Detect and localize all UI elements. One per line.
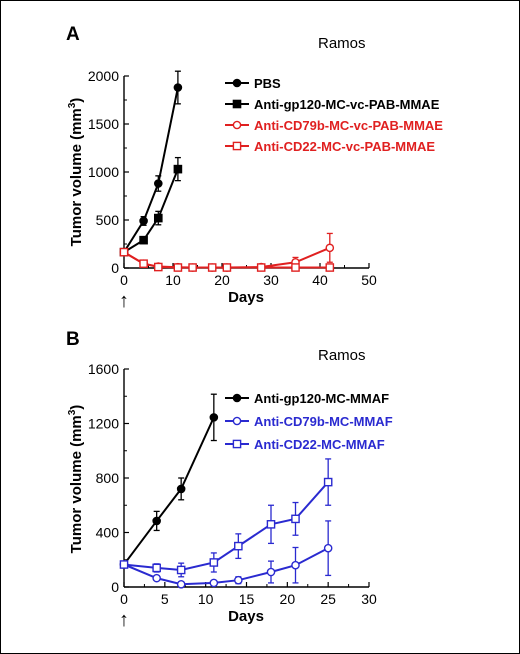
panel-a-x-tick-label: 10 bbox=[165, 272, 181, 288]
panel-a-y-tick-label: 0 bbox=[111, 260, 119, 276]
panel-b-plot: 0 5 10 15 20 25 30 0 400 800 1200 1600 bbox=[88, 361, 377, 607]
data-point-anti-gp120-mc-vc-pab-mmae bbox=[153, 213, 163, 223]
panel-b-x-tick-label: 25 bbox=[320, 591, 336, 607]
panel-a: A Ramos Days Tumor volume (mm3) ↑ 0 10 20 3… bbox=[66, 24, 443, 312]
panel-b-y-tick-label: 800 bbox=[96, 470, 120, 486]
legend-marker-anti-gp120-mc-vc-pab-mmae bbox=[232, 99, 242, 109]
legend-label-anti-cd22-mc-mmaf: Anti-CD22-MC-MMAF bbox=[254, 437, 385, 452]
data-point-anti-cd22-mc-mmaf bbox=[119, 560, 129, 569]
panel-a-y-tick-label: 2000 bbox=[88, 68, 119, 84]
data-point-anti-cd79b-mc-mmaf bbox=[323, 543, 333, 553]
series-line-anti-cd22-mc-vc-pab-mmae bbox=[123, 251, 330, 269]
panel-b-y-tick-label: 0 bbox=[111, 579, 119, 595]
panel-b-dosing-arrow: ↑ bbox=[119, 609, 129, 631]
panel-a-x-tick-label: 20 bbox=[214, 272, 230, 288]
series-line-anti-gp120-mc-vc-pab-mmae bbox=[123, 168, 179, 254]
data-point-anti-cd22-mc-vc-pab-mmae bbox=[256, 263, 266, 272]
data-point-pbs bbox=[153, 179, 163, 188]
panel-a-x-tick-label: 40 bbox=[312, 272, 328, 288]
legend-label-anti-cd22-mc-vc-pab-mmae: Anti-CD22-MC-vc-PAB-MMAE bbox=[254, 139, 435, 154]
panel-a-y-tick-label: 500 bbox=[96, 212, 120, 228]
panel-b-x-tick-label: 30 bbox=[361, 591, 377, 607]
panel-b-y-tick-label: 1200 bbox=[88, 416, 119, 432]
data-point-anti-cd22-mc-vc-pab-mmae bbox=[325, 263, 335, 272]
panel-a-title: Ramos bbox=[318, 35, 366, 52]
legend-label-anti-cd79b-mc-mmaf: Anti-CD79b-MC-MMAF bbox=[254, 414, 393, 429]
data-point-anti-cd79b-mc-mmaf bbox=[152, 573, 161, 583]
data-point-anti-cd22-mc-mmaf bbox=[291, 514, 300, 524]
panel-a-legend: PBS Anti-gp120-MC-vc-PAB-MMAE Anti-CD79b-M… bbox=[225, 76, 443, 154]
data-point-anti-gp120-mc-mmaf bbox=[176, 484, 186, 494]
data-point-anti-cd22-mc-vc-pab-mmae bbox=[153, 262, 163, 272]
panel-b-x-tick-label: 0 bbox=[120, 591, 128, 607]
legend-label-anti-cd79b-mc-vc-pab-mmae: Anti-CD79b-MC-vc-PAB-MMAE bbox=[254, 118, 443, 133]
data-point-anti-cd22-mc-mmaf bbox=[209, 558, 219, 567]
legend-label-anti-gp120-mc-vc-pab-mmae: Anti-gp120-MC-vc-PAB-MMAE bbox=[254, 97, 440, 112]
legend-marker-anti-cd79b-mc-vc-pab-mmae bbox=[232, 120, 242, 130]
data-point-anti-cd22-mc-vc-pab-mmae bbox=[139, 259, 148, 268]
series-line-anti-cd22-mc-mmaf bbox=[123, 481, 329, 571]
data-point-anti-cd79b-mc-mmaf bbox=[234, 575, 243, 585]
legend-marker-anti-cd79b-mc-mmaf bbox=[232, 416, 242, 426]
data-point-anti-gp120-mc-vc-pab-mmae bbox=[173, 164, 183, 174]
data-point-anti-cd22-mc-vc-pab-mmae bbox=[222, 263, 232, 272]
panel-b-letter: B bbox=[66, 329, 80, 350]
panel-b-y-tick-label: 1600 bbox=[88, 361, 119, 377]
legend-marker-anti-cd22-mc-vc-pab-mmae bbox=[232, 141, 242, 151]
data-point-anti-cd79b-mc-mmaf bbox=[291, 560, 300, 570]
panel-b-y-tick-label: 400 bbox=[96, 525, 120, 541]
data-point-anti-cd22-mc-vc-pab-mmae bbox=[173, 263, 183, 272]
data-point-anti-cd79b-mc-mmaf bbox=[266, 567, 276, 577]
legend-marker-anti-cd22-mc-mmaf bbox=[232, 439, 242, 449]
legend-label-pbs: PBS bbox=[254, 76, 281, 91]
panel-a-letter: A bbox=[66, 24, 80, 45]
data-point-anti-cd22-mc-mmaf bbox=[234, 541, 243, 551]
panel-a-x-tick-label: 0 bbox=[120, 272, 128, 288]
data-point-anti-cd79b-mc-vc-pab-mmae bbox=[325, 243, 335, 253]
panel-a-y-tick-label: 1000 bbox=[88, 164, 119, 180]
series-line-anti-gp120-mc-mmaf bbox=[123, 416, 215, 566]
legend-marker-pbs bbox=[232, 78, 242, 88]
legend-marker-anti-gp120-mc-mmaf bbox=[232, 393, 242, 403]
panel-b-x-tick-label: 5 bbox=[161, 591, 169, 607]
panel-b-ylabel: Tumor volume (mm3) bbox=[67, 405, 85, 554]
data-point-pbs bbox=[173, 83, 183, 92]
legend-label-anti-gp120-mc-mmaf: Anti-gp120-MC-MMAF bbox=[254, 391, 389, 406]
data-point-anti-cd22-mc-vc-pab-mmae bbox=[119, 247, 129, 257]
panel-b-xlabel: Days bbox=[228, 608, 264, 625]
data-point-anti-cd22-mc-vc-pab-mmae bbox=[207, 263, 217, 272]
data-point-anti-cd79b-mc-mmaf bbox=[176, 579, 186, 589]
data-point-pbs bbox=[139, 216, 148, 226]
data-point-anti-cd22-mc-mmaf bbox=[266, 520, 276, 529]
series-line-pbs bbox=[123, 87, 179, 253]
panel-a-dosing-arrow: ↑ bbox=[119, 290, 129, 312]
panel-b-title: Ramos bbox=[318, 347, 366, 364]
panel-a-x-tick-label: 30 bbox=[263, 272, 279, 288]
data-point-anti-cd22-mc-mmaf bbox=[152, 563, 161, 573]
data-point-anti-gp120-mc-mmaf bbox=[209, 413, 219, 422]
panel-a-x-tick-label: 50 bbox=[361, 272, 377, 288]
data-point-anti-cd22-mc-mmaf bbox=[323, 477, 333, 487]
panel-a-y-tick-label: 1500 bbox=[88, 116, 119, 132]
data-point-anti-cd22-mc-mmaf bbox=[176, 565, 186, 575]
panel-a-ylabel: Tumor volume (mm3) bbox=[67, 98, 85, 247]
data-point-anti-cd22-mc-vc-pab-mmae bbox=[291, 263, 300, 272]
data-point-anti-gp120-mc-mmaf bbox=[152, 516, 161, 526]
panel-b-x-tick-label: 20 bbox=[280, 591, 296, 607]
panel-b-x-tick-label: 15 bbox=[239, 591, 255, 607]
data-point-anti-gp120-mc-vc-pab-mmae bbox=[139, 235, 148, 245]
data-point-anti-cd22-mc-vc-pab-mmae bbox=[188, 263, 197, 272]
panel-a-xlabel: Days bbox=[228, 289, 264, 306]
panel-b-legend: Anti-gp120-MC-MMAF Anti-CD79b-MC-MMAF Anti… bbox=[225, 391, 393, 452]
panel-b: B Ramos Days Tumor volume (mm3) ↑ 0 5 10 15… bbox=[66, 329, 393, 631]
panel-b-x-tick-label: 10 bbox=[198, 591, 214, 607]
data-point-anti-cd79b-mc-mmaf bbox=[209, 578, 219, 588]
